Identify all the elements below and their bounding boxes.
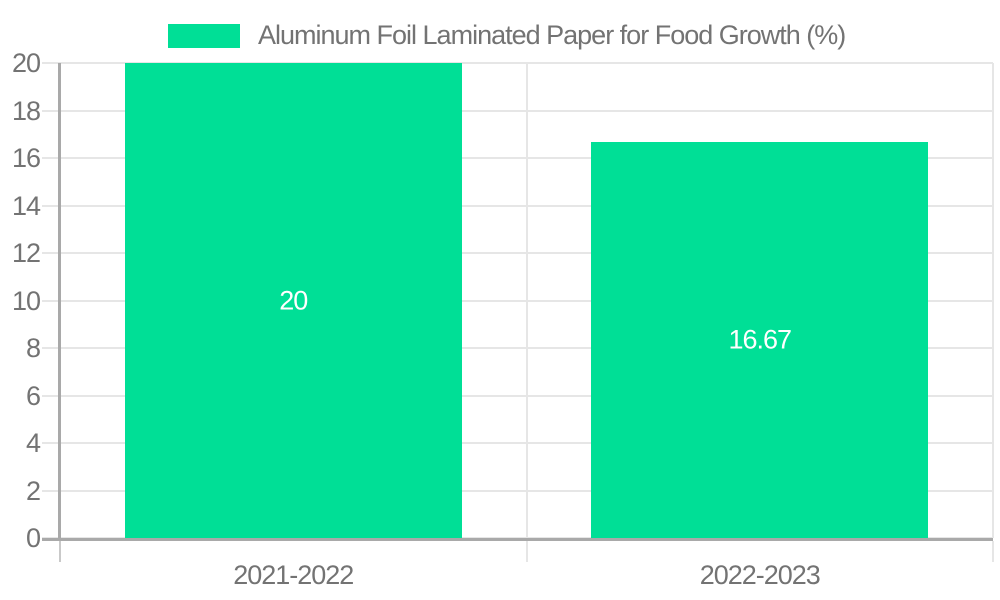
y-axis-tick — [42, 62, 60, 64]
y-axis-tick-label: 20 — [11, 48, 41, 78]
bar-2022-2023[interactable] — [591, 142, 929, 538]
y-axis-tick — [42, 252, 60, 254]
y-axis-tick-label: 10 — [11, 285, 41, 316]
x-gridline — [525, 63, 528, 538]
y-axis-tick — [42, 347, 60, 349]
y-axis-tick — [42, 489, 60, 492]
y-axis-tick-label: 12 — [11, 238, 41, 268]
y-axis-tick — [42, 204, 60, 207]
x-axis-line — [42, 538, 993, 541]
x-axis-tick — [525, 541, 528, 562]
y-axis-tick-label: 6 — [25, 380, 41, 411]
legend-label: Aluminum Foil Laminated Paper for Food G… — [258, 20, 846, 50]
legend-item[interactable]: Aluminum Foil Laminated Paper for Food G… — [168, 20, 846, 50]
legend-swatch — [168, 23, 240, 48]
y-axis-tick — [42, 109, 60, 112]
y-axis-tick — [42, 442, 60, 444]
y-axis-tick-label: 14 — [11, 190, 41, 221]
x-gridline — [992, 63, 994, 538]
y-axis-tick-label: 8 — [25, 333, 41, 363]
y-axis-tick-label: 18 — [11, 95, 41, 126]
y-axis-line — [58, 63, 61, 541]
y-axis-tick-label: 16 — [11, 143, 41, 173]
x-axis-tick — [992, 541, 994, 562]
x-axis-tick — [59, 541, 61, 562]
y-axis-tick-label: 2 — [25, 475, 41, 506]
bar-2021-2022[interactable] — [124, 63, 462, 538]
y-axis-tick — [42, 299, 60, 302]
bar-value-label: 20 — [279, 285, 308, 315]
y-axis-tick — [42, 157, 60, 159]
x-axis-tick-label: 2022-2023 — [699, 560, 821, 590]
bar-value-label: 16.67 — [728, 324, 792, 355]
x-axis-tick-label: 2021-2022 — [233, 560, 354, 590]
y-axis-tick-label: 0 — [25, 523, 41, 553]
y-axis-tick-label: 4 — [25, 428, 41, 458]
y-axis-tick — [42, 394, 60, 397]
